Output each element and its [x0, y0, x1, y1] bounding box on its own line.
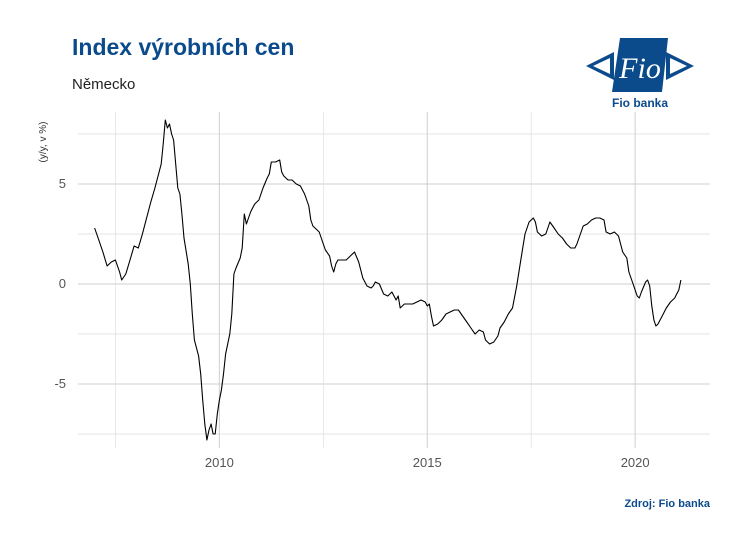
y-axis-label: (y/y, v %)	[38, 122, 49, 163]
logo-left-wing-inner	[593, 58, 610, 74]
y-tick-label: -5	[54, 376, 66, 391]
logo-caption: Fio banka	[611, 96, 668, 110]
logo-parallelogram	[612, 38, 668, 92]
grid	[78, 112, 710, 448]
y-tick-label: 0	[59, 276, 66, 291]
chart-subtitle: Německo	[72, 76, 136, 93]
x-tick-label: 2010	[205, 455, 234, 470]
axes: -5 0 5 2010 2015 2020 (y/y, v %)	[38, 122, 650, 470]
fio-banka-logo: Fio	[586, 38, 694, 92]
ppi-series-line	[94, 119, 682, 441]
x-tick-label: 2020	[621, 455, 650, 470]
x-tick-label: 2015	[413, 455, 442, 470]
logo-right-wing-inner	[670, 58, 687, 74]
logo-text: Fio	[618, 52, 661, 85]
source-note: Zdroj: Fio banka	[624, 498, 710, 510]
y-tick-label: 5	[59, 176, 66, 191]
chart-title: Index výrobních cen	[72, 34, 295, 60]
